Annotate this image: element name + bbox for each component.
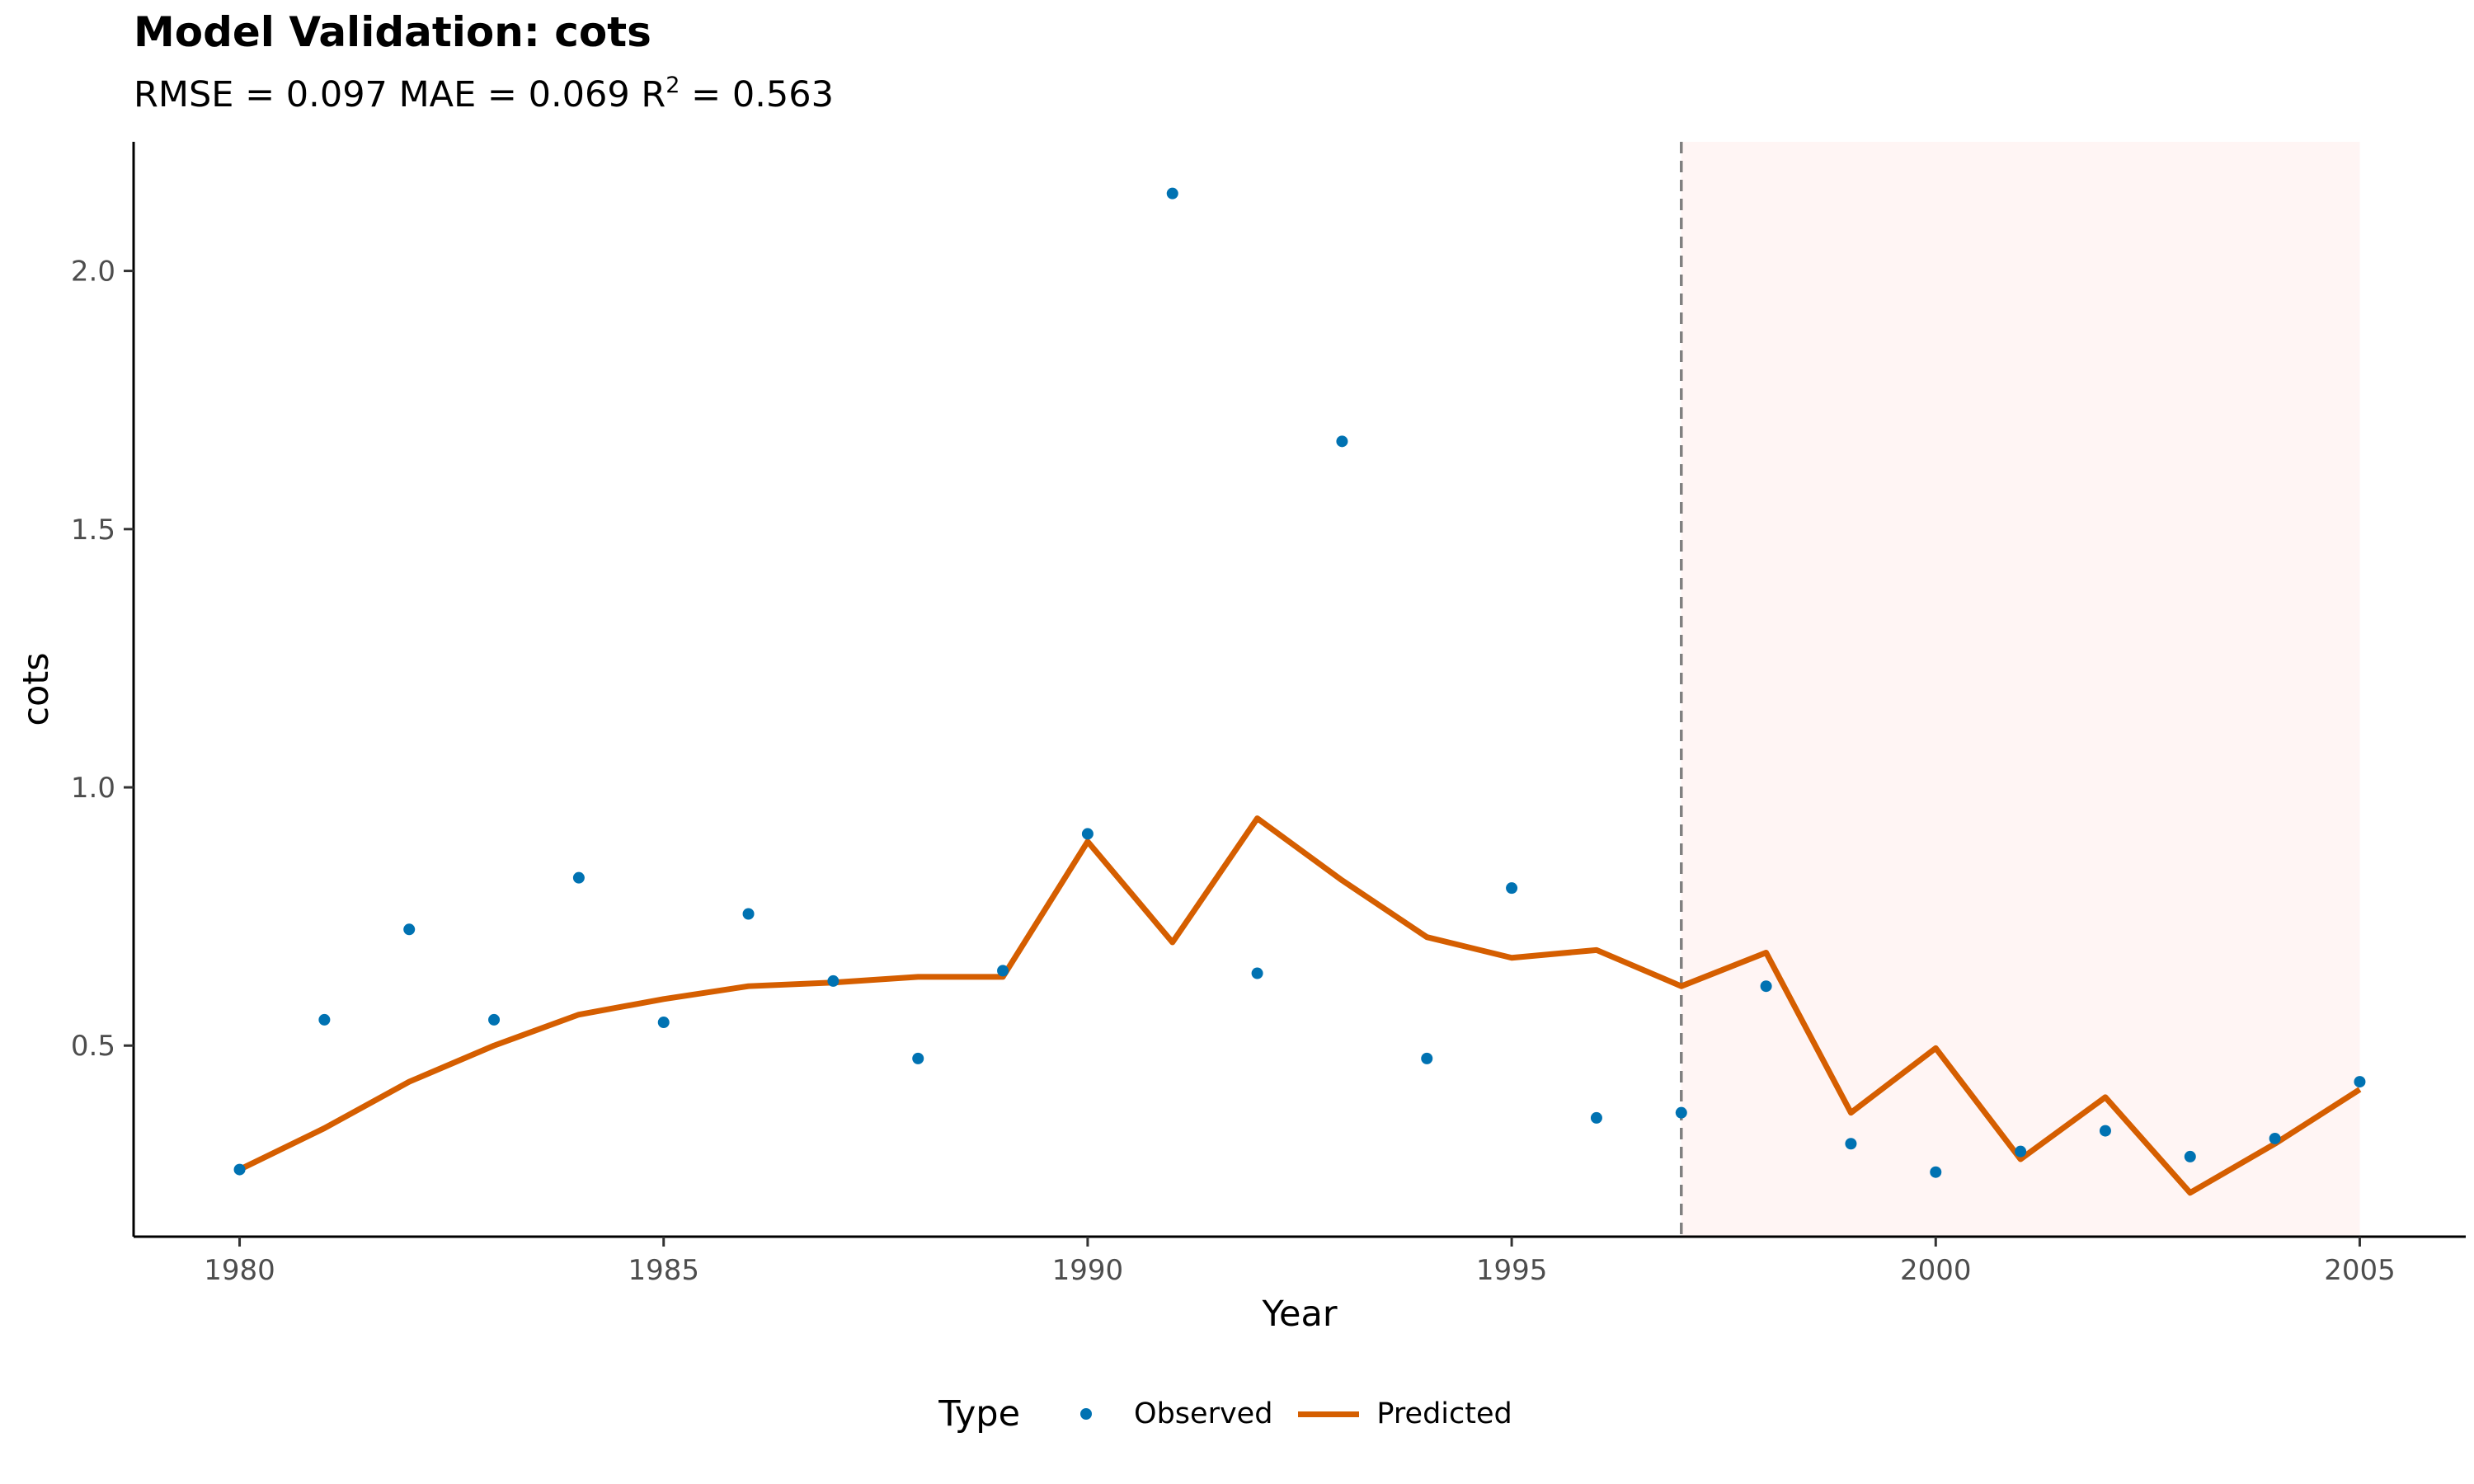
observed-point [1336,435,1348,448]
labels-layer: 1980 1985 1990 1995 2000 2005 0.5 1.0 1.5 2.0 Year… [16,256,2396,1335]
subtitle-superscript: 2 [666,73,680,98]
y-tick-label: 0.5 [71,1030,115,1063]
x-tick-label: 1990 [1052,1254,1124,1287]
legend-key-predicted [1296,1397,1362,1430]
predicted-series-line [238,815,2362,1196]
x-axis-title: Year [1261,1294,1337,1335]
observed-point [742,908,755,920]
validation-region [1681,142,2360,1237]
x-tick-label: 2000 [1900,1254,1972,1287]
y-tick-label: 1.5 [71,514,115,547]
subtitle-r2: = 0.563 [680,74,834,115]
observed-point [403,923,416,936]
observed-point [2099,1125,2111,1137]
observed-point [1675,1106,1687,1119]
y-axis-title: cots [16,652,57,726]
observed-point [488,1013,501,1026]
validation-layer [1681,142,2360,1237]
observed-layer [233,187,2366,1178]
legend-label-observed: Observed [1134,1397,1273,1430]
observed-point [1930,1166,1942,1178]
y-tick-label: 1.0 [71,772,115,805]
observed-point [1081,828,1094,840]
subtitle-metrics: RMSE = 0.097 MAE = 0.069 R [134,74,666,115]
chart-subtitle: RMSE = 0.097 MAE = 0.069 R2 = 0.563 [134,73,834,115]
observed-point [2015,1145,2027,1158]
observed-point [912,1052,924,1064]
x-tick-label: 1985 [628,1254,699,1287]
observed-point [318,1013,331,1026]
axes-layer [124,142,2466,1247]
x-tick-label: 1980 [204,1254,275,1287]
x-tick-label: 2005 [2324,1254,2396,1287]
observed-dot-icon [1080,1408,1093,1420]
observed-point [1421,1052,1433,1064]
observed-point [2269,1132,2281,1144]
observed-point [1845,1138,1857,1150]
legend: Type Observed Predicted [0,1393,2474,1435]
observed-point [827,974,840,987]
legend-item-predicted: Predicted [1296,1397,1512,1430]
predicted-layer [238,815,2362,1196]
chart-title: Model Validation: cots [134,8,651,56]
observed-point [1760,980,1772,993]
observed-point [572,871,585,884]
observed-point [2354,1076,2366,1088]
predicted-line-icon [1298,1411,1360,1417]
observed-point [1251,967,1263,979]
observed-point [997,965,1009,977]
observed-point [2184,1150,2196,1162]
observed-point [233,1163,246,1176]
legend-label-predicted: Predicted [1376,1397,1512,1430]
legend-item-observed: Observed [1053,1397,1272,1430]
y-tick-label: 2.0 [71,256,115,289]
legend-key-observed [1053,1397,1119,1430]
x-tick-label: 1995 [1476,1254,1548,1287]
observed-point [1506,882,1518,895]
observed-point [1590,1111,1602,1124]
legend-title: Type [938,1393,1021,1435]
observed-point [657,1017,670,1029]
observed-point [1166,187,1178,200]
